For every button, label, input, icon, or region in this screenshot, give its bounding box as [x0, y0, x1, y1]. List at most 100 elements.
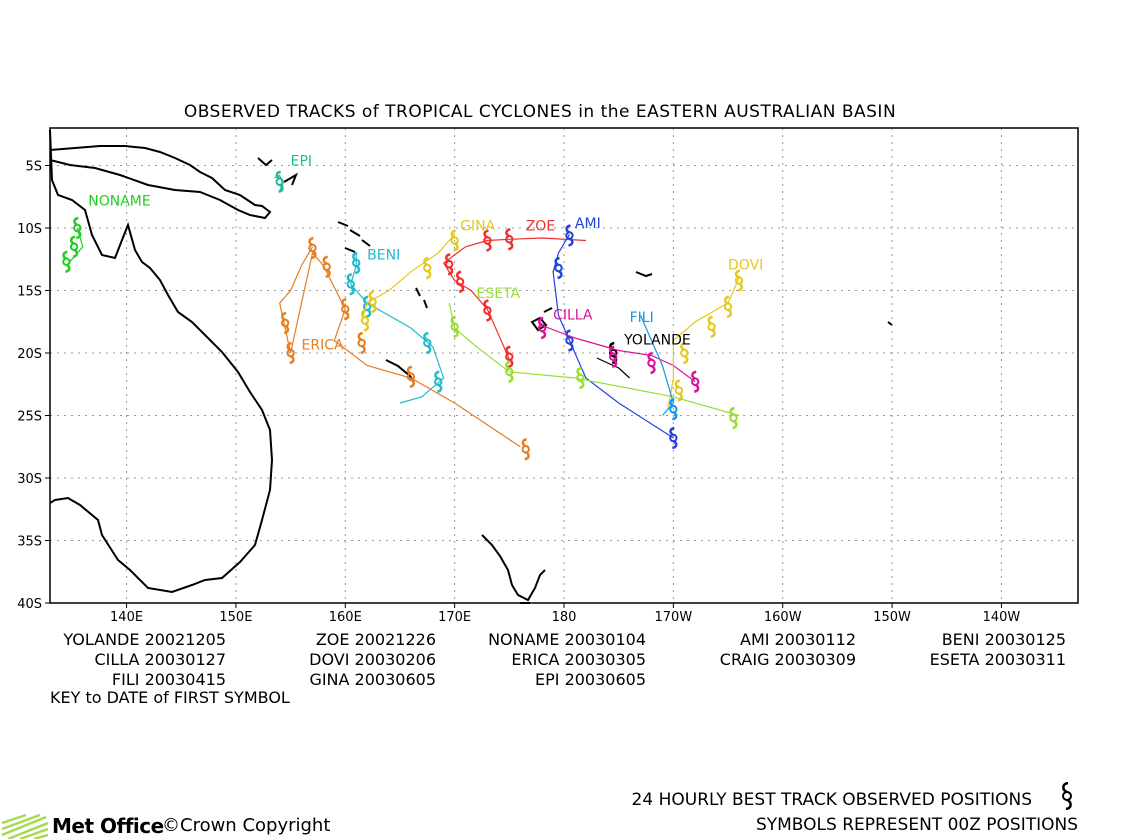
key-note: KEY to DATE of FIRST SYMBOL [50, 688, 290, 707]
storm-key: YOLANDE 20021205 ZOE 20021226 NONAME 20030… [0, 628, 1130, 718]
new-guinea-coast [49, 145, 272, 220]
lat-tick-label: 15S [17, 285, 42, 300]
daily-position-symbol [680, 341, 689, 365]
daily-position-symbol [505, 228, 514, 251]
daily-position-symbol [406, 365, 416, 388]
daily-position-symbol [308, 236, 317, 260]
key-entry: EPI 20030605 [535, 670, 646, 689]
lon-tick-label: 180 [552, 610, 577, 625]
daily-position-symbol [444, 253, 454, 276]
daily-position-symbol [674, 379, 684, 402]
met-office-logo: Met Office [0, 812, 164, 840]
footer-line-2: SYMBOLS REPRESENT 00Z POSITIONS [755, 815, 1078, 835]
key-entry: CILLA 20030127 [94, 650, 226, 669]
lon-tick-label: 160E [329, 610, 362, 625]
daily-position-symbol [322, 255, 331, 278]
key-entry: BENI 20030125 [941, 630, 1066, 649]
daily-position-symbol [729, 406, 738, 430]
axis-ticks: 140E 150E 160E 170E 180 170W 160W 150W 140W 5S 10S… [17, 160, 1020, 626]
daily-position-symbol [483, 299, 492, 322]
daily-position-symbol [357, 331, 366, 355]
daily-position-symbol [286, 341, 295, 365]
daily-position-symbol [423, 256, 432, 280]
daily-position-symbol [691, 370, 700, 393]
lon-tick-label: 160W [764, 610, 802, 625]
storm-labels: YOLANDE ZOE NONAME AMI BENI CILLA DOVI ERICA ESE… [88, 154, 763, 354]
storm-label-yolande: YOLANDE [623, 332, 691, 348]
solomon-islands [337, 221, 371, 253]
daily-position-symbol [483, 229, 492, 252]
lon-tick-label: 140W [983, 610, 1021, 625]
map-title: OBSERVED TRACKS of TROPICAL CYCLONES in … [183, 102, 897, 122]
key-entry: ZOE 20021226 [315, 630, 436, 649]
key-entry: AMI 20030112 [740, 630, 856, 649]
met-office-emblem-icon [1, 813, 48, 839]
footer-line-1: 24 HOURLY BEST TRACK OBSERVED POSITIONS [631, 790, 1032, 810]
samoa [635, 271, 653, 278]
fiji [530, 307, 553, 332]
key-entry: DOVI 20030206 [309, 650, 436, 669]
daily-position-symbol [609, 345, 618, 368]
daily-position-symbol [554, 256, 563, 280]
track-beni [350, 253, 445, 404]
daily-position-symbol [707, 315, 716, 338]
storm-label-ami: AMI [575, 216, 601, 232]
storm-label-epi: EPI [291, 154, 312, 170]
daily-position-symbol [565, 224, 574, 247]
daily-position-symbol [455, 270, 465, 293]
daily-position-symbol [450, 229, 459, 252]
storm-label-erica: ERICA [302, 337, 344, 353]
track-erica [279, 246, 521, 448]
copyright-text: ©Crown Copyright [162, 815, 331, 836]
cyclone-tracks [62, 170, 744, 461]
daily-position-symbol [576, 366, 585, 390]
lat-tick-label: 25S [17, 410, 42, 425]
track-dovi [667, 277, 740, 410]
logo-text: Met Office [52, 814, 164, 838]
cyclone-track-map: YOLANDE ZOE NONAME AMI BENI CILLA DOVI ERICA ESE… [17, 127, 1079, 626]
graticule [50, 128, 1078, 603]
daily-position-symbol [434, 370, 443, 393]
track-fili [640, 315, 675, 416]
lat-tick-label: 5S [25, 160, 42, 175]
daily-position-symbol [352, 251, 361, 275]
key-entry: ERICA 20030305 [511, 650, 646, 669]
daily-position-symbol [565, 329, 574, 352]
daily-position-symbol [368, 290, 377, 313]
key-entry: CRAIG 20030309 [719, 650, 856, 669]
daily-position-symbol [62, 250, 71, 273]
vanuatu [415, 287, 428, 309]
track-eseta [448, 302, 740, 417]
track-cilla [541, 324, 696, 383]
lon-tick-label: 150W [873, 610, 911, 625]
daily-position-symbol [723, 295, 733, 318]
lat-tick-label: 20S [17, 347, 42, 362]
daily-position-symbol [346, 273, 355, 296]
coastlines [49, 129, 893, 604]
storm-label-noname: NONAME [88, 194, 150, 210]
daily-position-symbol [537, 316, 547, 340]
daily-position-symbol [275, 170, 284, 193]
key-entry: ESETA 20030311 [929, 650, 1066, 669]
key-entry: FILI 20030415 [111, 670, 226, 689]
storm-label-gina: GINA [460, 219, 495, 235]
daily-position-symbol [362, 295, 372, 318]
australia-coast [49, 129, 274, 594]
daily-position-symbol [669, 398, 678, 421]
key-entry: GINA 20030605 [309, 670, 436, 689]
storm-label-beni: BENI [367, 247, 400, 263]
lat-tick-label: 30S [17, 472, 42, 487]
storm-label-dovi: DOVI [728, 257, 763, 273]
track-yolande [596, 357, 631, 379]
new-britain-coast [257, 157, 299, 186]
daily-position-symbol [669, 426, 678, 450]
lon-tick-label: 140E [110, 610, 143, 625]
daily-position-symbol [450, 315, 459, 338]
track-gina [361, 233, 456, 322]
daily-position-symbol [360, 309, 370, 332]
lat-tick-label: 40S [17, 597, 42, 612]
tahiti [887, 321, 893, 326]
lat-tick-label: 35S [17, 535, 42, 550]
lon-tick-label: 150E [219, 610, 252, 625]
daily-position-symbol [505, 360, 514, 383]
